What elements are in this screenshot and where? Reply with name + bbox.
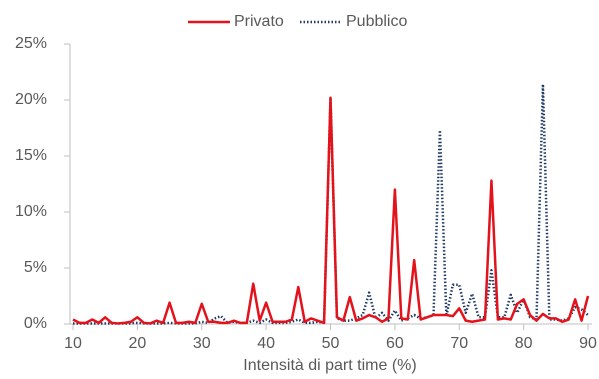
- y-tick-label: 25%: [15, 35, 47, 52]
- y-tick-label: 0%: [24, 315, 47, 332]
- x-axis-title: Intensità di part time (%): [243, 357, 416, 374]
- y-tick-label: 10%: [15, 203, 47, 220]
- x-tick-label: 40: [257, 335, 275, 352]
- series-line: [72, 96, 590, 325]
- x-tick-label: 30: [193, 335, 211, 352]
- y-tick-label: 20%: [15, 91, 47, 108]
- x-tick-label: 60: [386, 335, 404, 352]
- y-tick-label: 5%: [24, 259, 47, 276]
- x-tick-label: 10: [64, 335, 82, 352]
- x-tick-label: 50: [322, 335, 340, 352]
- legend-label: Pubblico: [346, 13, 407, 30]
- legend-label: Privato: [234, 13, 284, 30]
- x-tick-label: 70: [450, 335, 468, 352]
- x-tick-label: 20: [128, 335, 146, 352]
- x-tick-label: 80: [515, 335, 533, 352]
- y-tick-label: 15%: [15, 147, 47, 164]
- x-tick-label: 90: [579, 335, 597, 352]
